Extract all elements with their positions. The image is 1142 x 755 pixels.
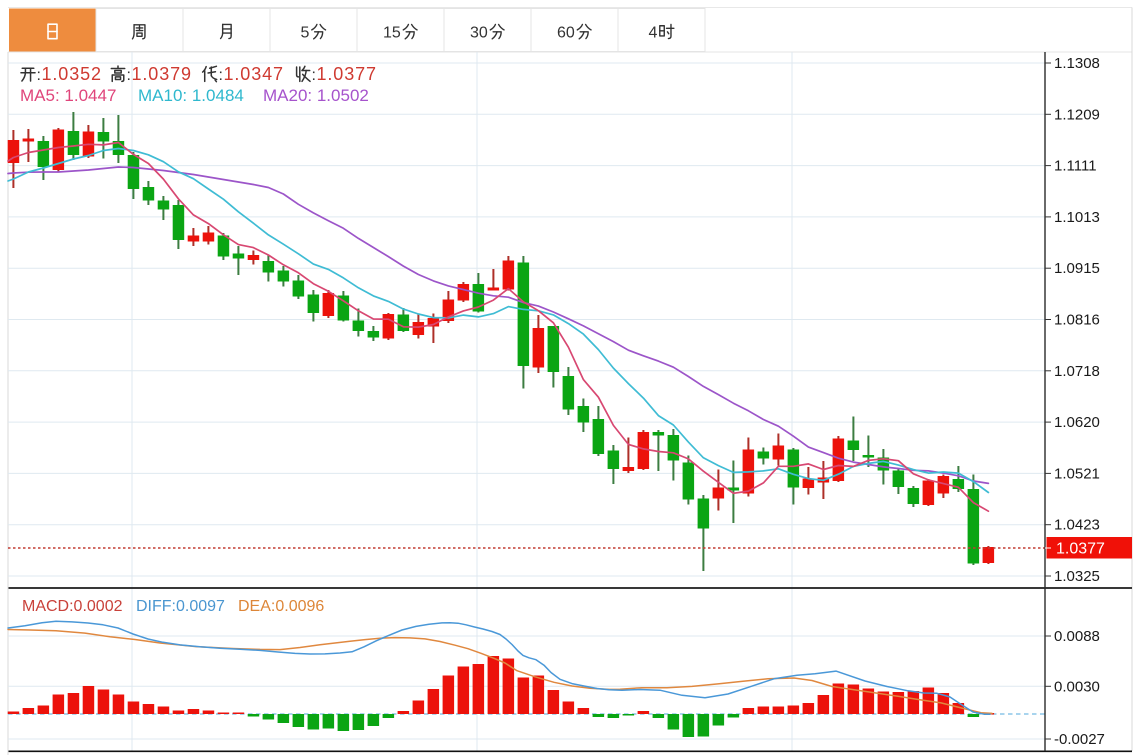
svg-text:1.0325: 1.0325 bbox=[1054, 568, 1100, 585]
svg-text:MA5: 1.0447: MA5: 1.0447 bbox=[20, 86, 116, 105]
svg-text:1.0620: 1.0620 bbox=[1054, 414, 1100, 431]
svg-text:1.1111: 1.1111 bbox=[1054, 158, 1097, 175]
svg-text:1.0379: 1.0379 bbox=[132, 64, 192, 84]
svg-text::: : bbox=[127, 67, 131, 84]
svg-text:1.1308: 1.1308 bbox=[1054, 55, 1100, 72]
svg-text:DEA:0.0096: DEA:0.0096 bbox=[238, 598, 324, 615]
svg-text:0.0030: 0.0030 bbox=[1054, 678, 1100, 695]
svg-text:1.0521: 1.0521 bbox=[1054, 465, 1100, 482]
svg-text:1.1013: 1.1013 bbox=[1054, 209, 1100, 226]
svg-text:1.0377: 1.0377 bbox=[317, 64, 377, 84]
svg-text::: : bbox=[312, 67, 316, 84]
svg-text:15: 15 bbox=[383, 25, 401, 42]
svg-text:30: 30 bbox=[470, 25, 488, 42]
svg-text:1.0377: 1.0377 bbox=[1056, 541, 1105, 558]
svg-text:MA10: 1.0484: MA10: 1.0484 bbox=[138, 86, 244, 105]
svg-text:MA20: 1.0502: MA20: 1.0502 bbox=[263, 86, 369, 105]
svg-text:0.0088: 0.0088 bbox=[1054, 628, 1100, 645]
svg-text:1.0423: 1.0423 bbox=[1054, 517, 1100, 534]
svg-text:1.0915: 1.0915 bbox=[1054, 260, 1100, 277]
svg-text:60: 60 bbox=[557, 25, 575, 42]
svg-text:1.1209: 1.1209 bbox=[1054, 106, 1100, 123]
svg-text:1.0352: 1.0352 bbox=[42, 64, 102, 84]
svg-text:-0.0027: -0.0027 bbox=[1054, 731, 1105, 748]
svg-text:5: 5 bbox=[301, 25, 310, 42]
svg-text::: : bbox=[37, 67, 41, 84]
svg-text::: : bbox=[219, 67, 223, 84]
svg-text:1.0816: 1.0816 bbox=[1054, 312, 1100, 329]
svg-text:MACD:0.0002: MACD:0.0002 bbox=[22, 598, 123, 615]
svg-text:1.0718: 1.0718 bbox=[1054, 363, 1100, 380]
svg-text:DIFF:0.0097: DIFF:0.0097 bbox=[136, 598, 225, 615]
svg-text:4: 4 bbox=[649, 25, 658, 42]
svg-text:1.0347: 1.0347 bbox=[224, 64, 284, 84]
